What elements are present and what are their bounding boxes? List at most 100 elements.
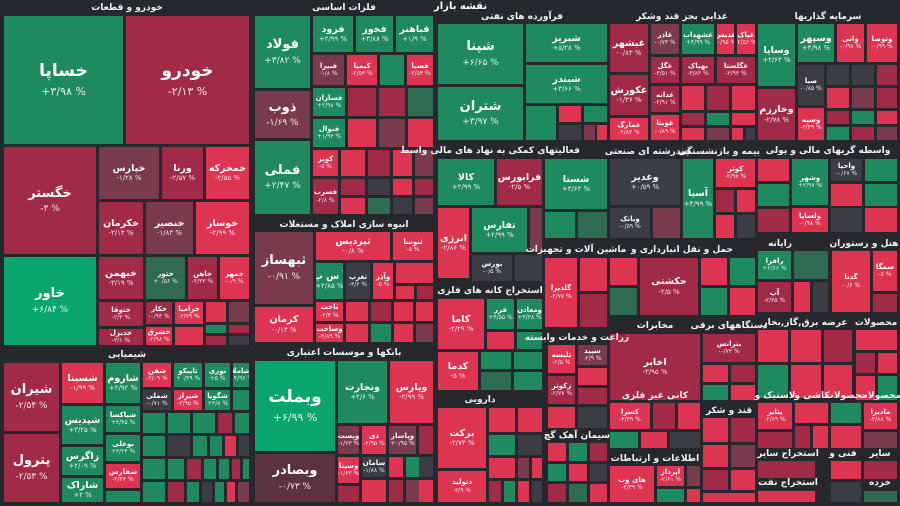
tile[interactable] [580,258,607,291]
tile[interactable] [732,128,743,140]
tile[interactable] [877,127,897,140]
tile-خودرو[interactable]: خودرو -۲/۱۳ % [126,16,249,144]
tile-بوعلی[interactable]: بوعلی +۳/۲۴ % [106,435,140,461]
tile[interactable] [396,263,433,283]
tile[interactable] [489,458,515,478]
tile-خبهمن[interactable]: خبهمن -۳/۱۹ % [99,257,143,299]
tile-وتجارت[interactable]: وتجارت +۲/۶ % [338,361,387,423]
tile[interactable] [865,184,897,206]
tile[interactable] [852,88,874,108]
tile[interactable] [532,481,542,502]
tile[interactable] [408,88,433,116]
tile[interactable] [389,457,403,477]
tile[interactable] [206,325,226,333]
tile[interactable] [732,113,755,125]
tile[interactable] [243,459,249,479]
tile[interactable] [227,482,235,502]
tile-شفارس[interactable]: شفارس -۲/۴۴ % [106,464,140,488]
tile[interactable] [703,418,728,442]
tile[interactable] [419,480,433,502]
tile[interactable] [229,325,249,333]
tile[interactable] [758,432,792,448]
tile[interactable] [215,482,224,502]
tile[interactable] [653,208,680,238]
tile[interactable] [530,208,542,252]
tile[interactable] [877,111,897,124]
tile-کیمیا[interactable]: کیمیا -۲/۵۳ % [347,55,377,85]
tile-فولاد[interactable]: فولاد +۳/۸۲ % [255,16,310,88]
tile[interactable] [682,113,704,125]
tile-شملی[interactable]: شملی -۰/۷۱ % [143,390,171,410]
tile-نوری[interactable]: نوری +۵ % [205,363,230,387]
tile[interactable] [341,150,365,176]
tile-خساپا[interactable]: خساپا +۳/۹۸ % [4,16,123,144]
tile[interactable] [682,86,704,110]
tile[interactable] [341,179,365,195]
tile-وپاسار[interactable]: وپاسار +۰/۹۵ % [389,426,416,454]
tile-کسرا[interactable]: کسرا -۲/۳۹ % [610,403,650,429]
tile-برکت[interactable]: برکت -۲/۷۳ % [438,408,486,468]
tile[interactable] [578,368,607,385]
tile-فباهنر[interactable]: فباهنر +۱/۹ % [396,16,433,52]
tile-سامان[interactable]: سامان -۱/۸۸ % [362,457,386,477]
tile-غویتا[interactable]: غویتا -۰/۸۹ % [651,115,679,140]
tile-شگویا[interactable]: شگویا +۳/۸ % [205,390,230,410]
tile[interactable] [580,294,607,327]
tile[interactable] [610,258,637,285]
tile[interactable] [415,179,433,195]
tile[interactable] [515,255,542,281]
tile[interactable] [746,128,755,140]
tile[interactable] [731,418,755,442]
tile[interactable] [362,480,386,502]
tile[interactable] [416,302,433,321]
tile[interactable] [827,127,849,140]
tile[interactable] [233,390,249,410]
tile[interactable] [877,88,897,108]
tile[interactable] [545,212,575,238]
tile-خمحرکه[interactable]: خمحرکه -۲/۵۵ % [206,147,249,199]
tile-کدما[interactable]: کدما -۵ % [438,352,478,390]
tile-غدیس[interactable]: غدیس-۰/۹۵ % [717,24,734,54]
tile[interactable] [852,127,874,140]
tile[interactable] [707,128,729,140]
tile-پترول[interactable]: پترول -۲/۵۳ % [4,434,59,502]
tile-شبریز[interactable]: شبریز +۵/۲۸ % [526,24,607,62]
tile-غگل[interactable]: غگل -۳/۵۱ % [651,57,679,83]
tile[interactable] [865,159,897,181]
tile-وسینا[interactable]: وسینا -۱/۶۳ % [338,457,359,483]
tile[interactable] [856,376,875,400]
tile[interactable] [235,413,249,433]
tile-سمگا[interactable]: سمگا -۵ % [873,251,897,291]
tile-کرمان[interactable]: کرمان -۰/۱۳ % [255,307,313,342]
tile[interactable] [813,426,828,448]
tile-ثبهساز[interactable]: ثبهساز -۰/۹۱ % [255,232,313,304]
tile-وبملت[interactable]: وبملت +۶/۹۹ % [255,361,335,451]
tile-مادیرا[interactable]: مادیرا -۲/۸۸ % [864,403,897,429]
tile[interactable] [831,208,862,232]
tile[interactable] [371,324,391,342]
tile[interactable] [143,459,165,479]
tile[interactable] [578,407,607,428]
tile-غگلستا[interactable]: غگلستا -۲/۹۳ % [717,57,755,83]
tile-غبشهر[interactable]: غبشهر -۰/۸۳ % [610,24,648,72]
tile-خزامیا[interactable]: خزامیا -۲/۷۹ % [175,302,203,324]
tile[interactable] [232,459,240,479]
tile-ختوقا[interactable]: ختوقا -۲/۳ % [99,302,143,326]
tile[interactable] [489,481,501,502]
tile[interactable] [168,482,184,502]
tile[interactable] [730,258,755,285]
tile[interactable] [348,88,376,116]
tile[interactable] [206,302,226,322]
tile-غمارگ[interactable]: غمارگ -۲/۸۳ % [610,118,648,140]
tile[interactable] [371,302,391,321]
tile-خدیزل[interactable]: خدیزل -۳/۱ % [99,329,143,345]
tile[interactable] [143,482,165,502]
tile-خمهر[interactable]: خمهر -۰/۹ % [220,257,249,299]
tile-غدانه[interactable]: غدانه -۲/۹۱ % [651,86,679,112]
tile-انرژی[interactable]: انرژی -۲/۸۶ % [438,208,469,278]
tile[interactable] [758,184,789,206]
tile[interactable] [238,482,249,502]
tile-ورنا[interactable]: ورنا -۲/۵۷ % [162,147,203,199]
tile[interactable] [653,403,675,429]
tile-زکوثر[interactable]: زکوثر -۲/۷۷ % [548,376,575,404]
